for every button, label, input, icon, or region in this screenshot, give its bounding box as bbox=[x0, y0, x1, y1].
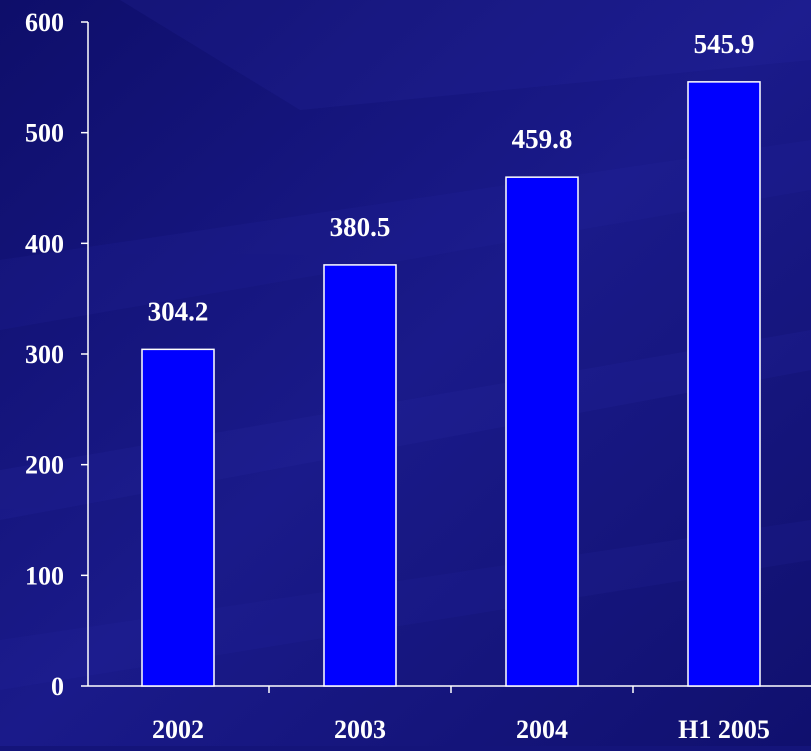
labels: 0 100 200 300 400 500 600 304.2 2002 380.5 2003 459… bbox=[25, 8, 770, 744]
bar-2002 bbox=[141, 348, 215, 687]
y-tick-label: 600 bbox=[25, 8, 64, 37]
x-tick-label: H1 2005 bbox=[678, 715, 770, 744]
x-tick-label: 2004 bbox=[516, 715, 568, 744]
y-tick-label: 100 bbox=[25, 561, 64, 590]
y-tick-label: 300 bbox=[25, 340, 64, 369]
data-label: 545.9 bbox=[694, 29, 755, 59]
bar-2003 bbox=[323, 264, 397, 687]
x-tick-label: 2003 bbox=[334, 715, 386, 744]
y-tick-label: 200 bbox=[25, 451, 64, 480]
data-label: 304.2 bbox=[148, 296, 209, 326]
bar-h1-2005 bbox=[687, 81, 761, 687]
data-label: 380.5 bbox=[330, 212, 391, 242]
y-tick-label: 400 bbox=[25, 229, 64, 258]
bars bbox=[141, 81, 761, 687]
bar-2004 bbox=[505, 176, 579, 687]
x-tick-label: 2002 bbox=[152, 715, 204, 744]
y-tick-label: 0 bbox=[51, 672, 64, 701]
y-tick-label: 500 bbox=[25, 119, 64, 148]
data-label: 459.8 bbox=[512, 124, 573, 154]
